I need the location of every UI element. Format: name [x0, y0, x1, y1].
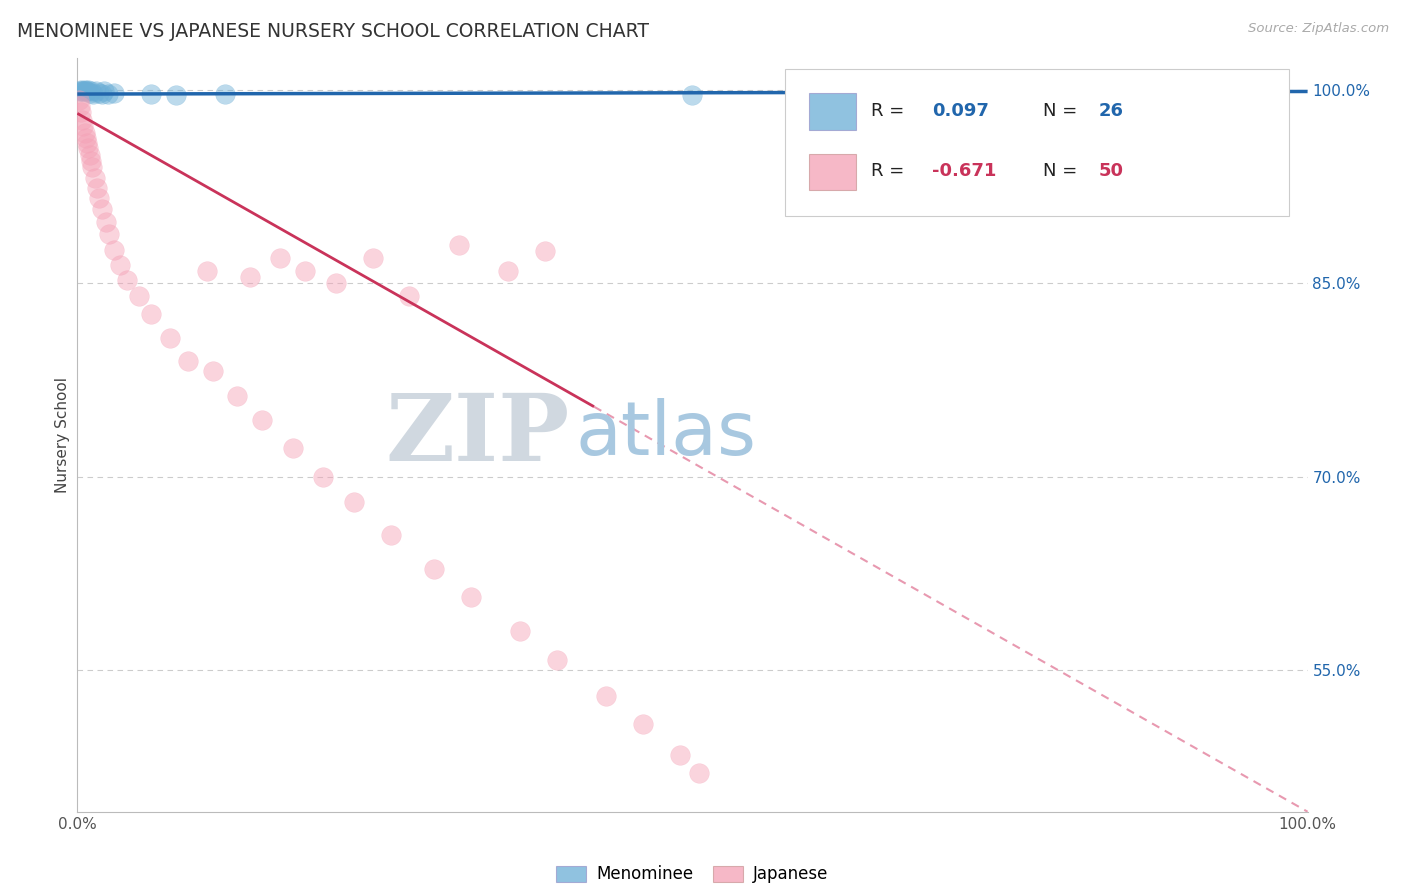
- Point: [82, 87, 104, 101]
- Point: [423, 562, 446, 576]
- Point: [447, 237, 470, 252]
- Point: [82, 161, 104, 175]
- Point: [141, 87, 163, 101]
- Point: [70, 105, 93, 120]
- Point: [80, 154, 103, 169]
- Point: [77, 83, 100, 97]
- Point: [141, 307, 163, 321]
- Point: [509, 624, 531, 639]
- Point: [177, 353, 200, 368]
- Point: [69, 98, 91, 112]
- Point: [546, 653, 568, 667]
- Point: [380, 527, 402, 541]
- Point: [75, 85, 97, 99]
- Point: [165, 88, 187, 103]
- Point: [83, 170, 105, 185]
- Text: R =: R =: [870, 162, 910, 180]
- Point: [90, 202, 114, 216]
- Point: [73, 83, 96, 97]
- Text: atlas: atlas: [575, 399, 756, 471]
- Point: [89, 86, 111, 100]
- Point: [250, 413, 273, 427]
- Point: [214, 87, 236, 101]
- Text: N =: N =: [1043, 102, 1083, 120]
- FancyBboxPatch shape: [785, 70, 1289, 216]
- Point: [195, 263, 218, 277]
- Point: [201, 364, 224, 378]
- Point: [952, 96, 974, 111]
- Point: [460, 590, 482, 604]
- Point: [325, 277, 347, 291]
- Point: [79, 86, 101, 100]
- Point: [534, 244, 557, 259]
- Point: [98, 227, 121, 242]
- Point: [94, 214, 117, 228]
- Point: [97, 87, 120, 101]
- Point: [110, 259, 132, 273]
- Point: [69, 85, 91, 99]
- Point: [93, 85, 115, 99]
- Point: [76, 136, 98, 150]
- Point: [496, 263, 519, 277]
- Point: [1076, 105, 1098, 120]
- Point: [398, 289, 420, 303]
- Text: N =: N =: [1043, 162, 1083, 180]
- Point: [239, 270, 262, 285]
- Point: [70, 85, 93, 99]
- Point: [90, 87, 114, 101]
- Text: 0.097: 0.097: [932, 102, 990, 120]
- Text: MENOMINEE VS JAPANESE NURSERY SCHOOL CORRELATION CHART: MENOMINEE VS JAPANESE NURSERY SCHOOL COR…: [17, 22, 650, 41]
- Point: [669, 747, 692, 762]
- Point: [688, 766, 710, 780]
- Text: 50: 50: [1098, 162, 1123, 180]
- Point: [79, 147, 101, 161]
- Point: [226, 388, 249, 402]
- Point: [682, 88, 704, 103]
- Text: -0.671: -0.671: [932, 162, 997, 180]
- Point: [72, 85, 94, 99]
- Text: 26: 26: [1098, 102, 1123, 120]
- Point: [965, 97, 987, 112]
- Point: [1087, 103, 1109, 118]
- Point: [77, 141, 100, 155]
- FancyBboxPatch shape: [810, 153, 856, 190]
- Point: [128, 289, 150, 303]
- Point: [70, 112, 93, 127]
- Point: [84, 85, 107, 99]
- Text: ZIP: ZIP: [385, 390, 569, 480]
- Point: [269, 251, 291, 265]
- Point: [80, 85, 103, 99]
- Point: [595, 689, 617, 703]
- Point: [159, 330, 181, 344]
- Point: [633, 717, 655, 731]
- Legend: Menominee, Japanese: Menominee, Japanese: [550, 859, 835, 890]
- Point: [115, 272, 138, 286]
- Point: [75, 131, 97, 145]
- Point: [343, 495, 366, 509]
- Point: [89, 191, 111, 205]
- Point: [281, 442, 304, 456]
- Point: [294, 263, 316, 277]
- Point: [86, 181, 108, 195]
- Point: [103, 86, 125, 100]
- Point: [830, 88, 852, 103]
- Text: R =: R =: [870, 102, 910, 120]
- Y-axis label: Nursery School: Nursery School: [55, 376, 70, 493]
- FancyBboxPatch shape: [810, 94, 856, 129]
- Point: [312, 469, 335, 483]
- Text: Source: ZipAtlas.com: Source: ZipAtlas.com: [1249, 22, 1389, 36]
- Point: [361, 251, 384, 265]
- Point: [76, 85, 98, 99]
- Point: [67, 94, 90, 108]
- Point: [73, 126, 96, 140]
- Point: [103, 243, 125, 257]
- Point: [72, 120, 94, 134]
- Point: [70, 83, 93, 97]
